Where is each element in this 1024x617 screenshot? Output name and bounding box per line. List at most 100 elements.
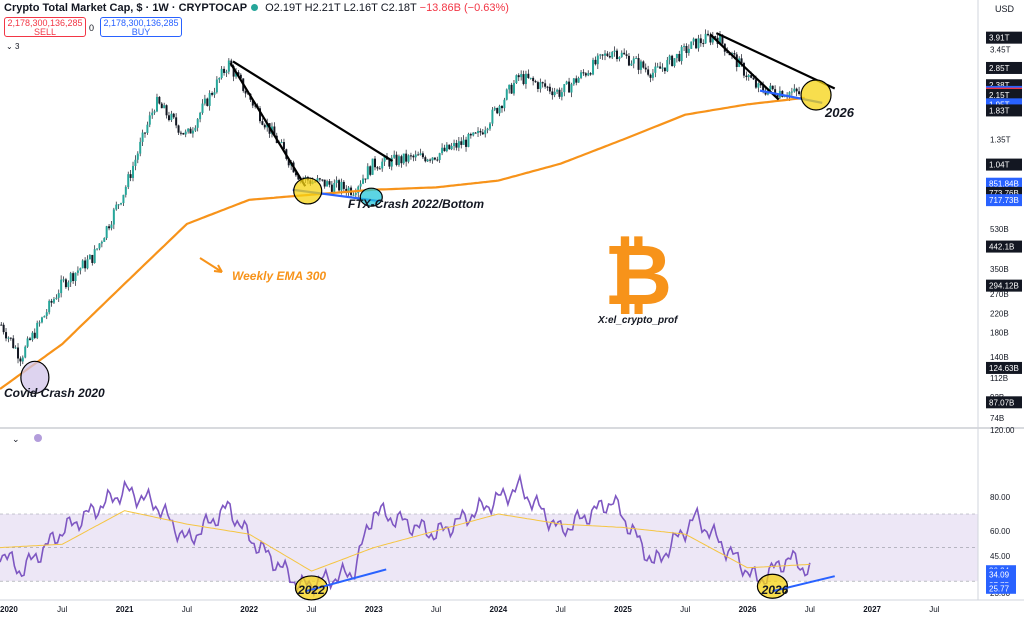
- candle-body: [671, 55, 674, 66]
- candle-body: [491, 109, 494, 124]
- candle-body: [486, 128, 489, 131]
- candle-body: [460, 141, 463, 145]
- candle-body: [172, 113, 175, 118]
- candle-body: [282, 142, 285, 150]
- candle-body: [613, 50, 616, 52]
- candle-body: [328, 181, 331, 185]
- candle-body: [215, 79, 218, 93]
- candle-body: [330, 184, 333, 192]
- candle-body: [596, 55, 599, 65]
- candle-body: [508, 84, 511, 90]
- price-tag-label: 851.84B: [989, 180, 1019, 189]
- candle-body: [742, 63, 745, 76]
- price-tick-label-1: 1.35T: [990, 136, 1011, 145]
- candle-body: [699, 38, 702, 44]
- candle-body: [453, 142, 456, 147]
- candle-body: [376, 167, 379, 169]
- candle-body: [601, 54, 604, 56]
- candle-body: [127, 174, 130, 188]
- candle-body: [28, 338, 31, 340]
- candle-body: [448, 144, 451, 150]
- status-dot-icon: [251, 4, 259, 11]
- candle-body: [649, 74, 652, 78]
- candle-body: [225, 71, 228, 73]
- candle-body: [117, 204, 120, 206]
- rsi-collapse-icon: ⌄: [12, 434, 20, 444]
- time-tick-label-10: 2025: [614, 605, 632, 614]
- candle-body: [129, 174, 132, 178]
- candle-body: [81, 260, 84, 269]
- candle-body: [201, 103, 204, 113]
- candle-body: [524, 73, 527, 85]
- price-tag-label: 2.15T: [989, 91, 1010, 100]
- candle-body: [294, 172, 297, 176]
- price-tag-12: 717.73B: [986, 194, 1022, 207]
- candle-body: [187, 128, 190, 132]
- buy-button[interactable]: 2,178,300,136,285 BUY: [100, 17, 182, 37]
- price-tag-bg: [986, 279, 1022, 292]
- candle-body: [321, 179, 324, 181]
- candle-body: [175, 117, 178, 126]
- candle-body: [572, 78, 575, 85]
- price-tag-10: 851.84B: [986, 177, 1022, 190]
- price-tag-bg: [986, 61, 1022, 74]
- candle-body: [390, 157, 393, 167]
- price-tick-label-7: 140B: [990, 353, 1009, 362]
- candle-body: [153, 111, 156, 113]
- candle-body: [733, 53, 736, 55]
- chart-header: Crypto Total Market Cap, $ · 1W · CRYPTO…: [4, 2, 509, 14]
- currency-label[interactable]: USD: [994, 4, 1014, 14]
- candle-body: [500, 106, 503, 109]
- candle-body: [244, 90, 247, 94]
- candle-body: [740, 58, 743, 64]
- candle-body: [582, 72, 585, 74]
- price-tag-1: 2.85T: [986, 61, 1022, 74]
- candle-body: [17, 347, 20, 359]
- time-tick-label-7: Jul: [431, 605, 441, 614]
- candle-body: [436, 159, 439, 161]
- candle-body: [560, 92, 563, 97]
- time-tick-label-11: Jul: [680, 605, 690, 614]
- candle-body: [112, 209, 115, 225]
- candle-body: [239, 74, 242, 79]
- candle-body: [692, 38, 695, 42]
- price-tick-label-3: 350B: [990, 265, 1009, 274]
- candle-body: [635, 58, 638, 60]
- annotation-2026-top: 2026: [824, 105, 855, 120]
- candle-body: [457, 141, 460, 148]
- candle-body: [584, 73, 587, 76]
- candle-body: [354, 193, 357, 195]
- candle-body: [620, 52, 623, 57]
- sell-label: SELL: [33, 27, 57, 37]
- candle-body: [0, 324, 3, 326]
- candle-body: [419, 153, 422, 155]
- candle-body: [143, 132, 146, 134]
- price-tag-bg: [986, 88, 1022, 101]
- indicator-collapse-button[interactable]: ⌄ 3: [6, 42, 20, 51]
- candle-body: [558, 89, 561, 97]
- time-tick-label-8: 2024: [489, 605, 507, 614]
- candle-body: [421, 153, 424, 158]
- price-tag-bg: [986, 31, 1022, 44]
- candle-body: [685, 46, 688, 53]
- candle-body: [474, 132, 477, 134]
- candle-body: [7, 337, 10, 339]
- rsi-settings-icon: [34, 434, 42, 442]
- candle-body: [498, 106, 501, 114]
- candle-body: [45, 312, 48, 316]
- candle-body: [450, 146, 453, 150]
- candle-body: [618, 56, 621, 60]
- candle-body: [517, 75, 520, 78]
- candle-body: [235, 72, 238, 77]
- candle-body: [232, 66, 235, 77]
- price-tag-bg: [986, 158, 1022, 171]
- candle-body: [165, 105, 168, 116]
- candle-body: [627, 55, 630, 66]
- candle-body: [577, 77, 580, 83]
- sell-button[interactable]: 2,178,300,136,285 SELL: [4, 17, 86, 37]
- candle-body: [24, 346, 27, 358]
- candle-body: [484, 130, 487, 135]
- candle-body: [170, 113, 173, 121]
- candle-body: [776, 95, 779, 98]
- rsi-series-1: [0, 510, 810, 572]
